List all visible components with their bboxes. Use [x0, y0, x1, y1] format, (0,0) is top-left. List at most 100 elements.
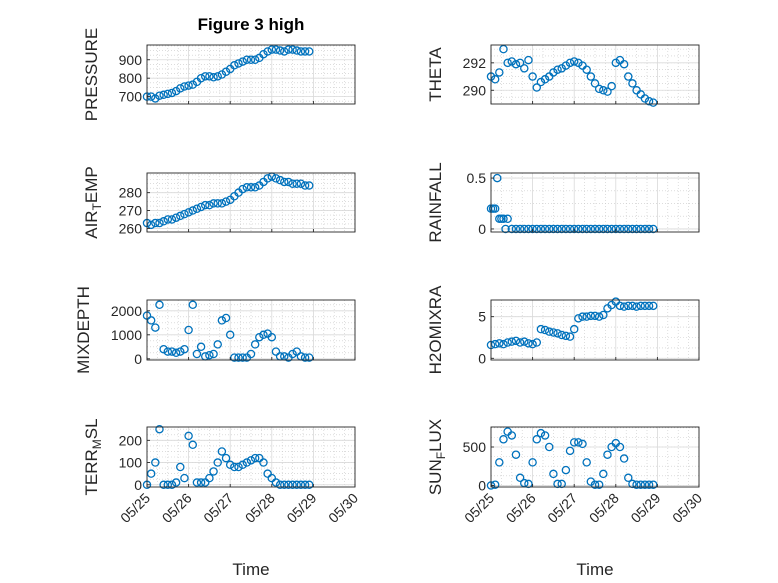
y-tick-label: 290	[463, 82, 487, 98]
data-point	[603, 87, 612, 96]
data-point	[594, 312, 604, 321]
data-point	[628, 479, 637, 489]
data-point	[246, 183, 256, 192]
data-point	[561, 465, 571, 475]
data-point	[507, 224, 517, 234]
data-point	[590, 480, 600, 489]
subplot-5: 0 5 H2OMIXRA	[426, 285, 700, 374]
data-point	[259, 458, 268, 467]
x-tick-label: 05/26	[503, 490, 539, 526]
data-point	[507, 337, 517, 346]
data-point	[569, 438, 579, 447]
data-point	[495, 458, 504, 467]
x-tick-label: 05/28	[242, 490, 278, 526]
data-point	[238, 460, 247, 470]
data-point	[636, 224, 646, 234]
data-point	[217, 199, 227, 208]
y-tick-label: 0	[134, 477, 142, 493]
data-point	[151, 323, 160, 332]
data-point	[242, 183, 252, 192]
data-point	[565, 224, 575, 234]
y-axis-label: MIXDEPTH	[74, 286, 93, 374]
data-point	[280, 480, 289, 490]
data-point	[225, 330, 235, 340]
data-point	[590, 224, 600, 234]
data-point	[511, 59, 521, 69]
subplot-7: 0 500 SUNFLUX 05/25 05/26 05/27 05/28 05/29 05/3…	[426, 419, 705, 526]
data-point	[209, 467, 218, 476]
subplot-0: 700 800 900 PRESSURE	[82, 28, 356, 121]
data-point	[619, 59, 629, 69]
data-point	[520, 337, 529, 346]
data-point	[594, 480, 604, 489]
data-point	[565, 58, 575, 68]
data-point	[146, 469, 156, 478]
data-point	[176, 84, 185, 93]
data-point	[151, 458, 160, 467]
data-point	[503, 214, 512, 224]
data-point	[217, 316, 227, 325]
data-point	[490, 480, 500, 489]
data-point	[304, 47, 314, 56]
data-point	[230, 61, 239, 70]
data-point	[586, 311, 596, 321]
data-point	[648, 224, 658, 234]
data-point	[615, 224, 625, 234]
data-point	[234, 462, 243, 472]
data-point	[561, 331, 571, 341]
data-point	[192, 349, 202, 359]
data-point	[180, 344, 189, 354]
data-point	[569, 324, 579, 334]
data-point	[520, 224, 529, 234]
data-point	[250, 183, 260, 192]
data-point	[275, 480, 285, 490]
data-point	[230, 462, 239, 472]
data-point	[619, 302, 629, 311]
data-point	[515, 338, 525, 347]
data-point	[632, 480, 641, 489]
data-point	[615, 301, 625, 311]
data-point	[503, 338, 512, 347]
data-point	[221, 313, 231, 323]
data-point	[574, 224, 583, 234]
data-point	[296, 47, 306, 56]
data-point	[495, 339, 504, 348]
data-point	[511, 336, 521, 346]
data-point	[544, 442, 554, 452]
data-point	[503, 58, 512, 68]
data-point	[176, 347, 185, 356]
y-tick-label: 0	[478, 350, 486, 366]
data-point	[528, 224, 537, 234]
data-point	[565, 332, 575, 341]
data-point	[511, 450, 521, 459]
data-point	[180, 473, 189, 483]
data-point	[499, 44, 508, 54]
y-tick-label: 5	[478, 309, 486, 325]
data-point	[520, 64, 529, 73]
data-point	[490, 339, 500, 349]
subplot-3: 0 0.5 RAINFALL	[426, 162, 700, 243]
data-point	[200, 200, 210, 210]
data-point	[146, 220, 156, 230]
data-point	[221, 197, 231, 206]
y-tick-label: 900	[119, 52, 143, 68]
data-point	[196, 202, 206, 212]
data-point	[205, 350, 214, 360]
data-point	[549, 328, 558, 337]
data-point	[275, 46, 285, 55]
data-point	[603, 450, 612, 459]
data-point	[490, 204, 500, 213]
data-point	[528, 339, 537, 349]
data-point	[280, 47, 289, 56]
data-point	[188, 206, 198, 215]
data-point	[515, 473, 525, 483]
x-axis-label-right: Time	[576, 560, 613, 579]
data-point	[599, 310, 608, 320]
data-point	[632, 224, 641, 234]
data-point	[636, 480, 646, 489]
data-point	[624, 473, 633, 483]
y-tick-label: 0	[134, 351, 142, 367]
data-point	[217, 447, 227, 456]
data-point	[628, 301, 637, 311]
